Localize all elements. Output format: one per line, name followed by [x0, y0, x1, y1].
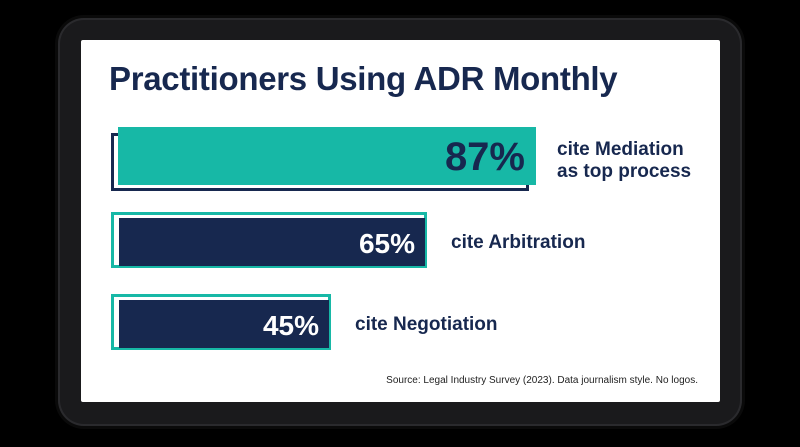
bar-2: 65%	[111, 212, 435, 274]
bar-fill	[119, 218, 425, 266]
slide-screen: Practitioners Using ADR Monthly 87% cite …	[81, 40, 720, 402]
bar-value-label: 87%	[444, 135, 525, 179]
bar-caption: cite Arbitration	[451, 232, 585, 254]
bar-fill	[118, 127, 536, 185]
bar-caption: cite Negotiation	[355, 314, 498, 336]
bar-value-label: 65%	[358, 228, 415, 259]
source-note: Source: Legal Industry Survey (2023). Da…	[386, 375, 698, 386]
bar-fill	[119, 300, 329, 348]
bar-caption-line: cite Mediation	[557, 139, 684, 160]
bar-1: 87%	[111, 127, 541, 195]
bar-outline	[111, 294, 331, 350]
bar-caption-line: as top process	[557, 161, 692, 182]
bar-outline	[111, 212, 427, 268]
bar-caption-line: cite Negotiation	[355, 314, 498, 335]
bar-3: 45%	[111, 294, 339, 356]
bar-value-label: 45%	[262, 310, 319, 341]
bar-caption-line: cite Arbitration	[451, 232, 586, 253]
chart-title: Practitioners Using ADR Monthly	[109, 60, 618, 97]
bar-caption: cite Mediation as top process	[557, 139, 691, 183]
